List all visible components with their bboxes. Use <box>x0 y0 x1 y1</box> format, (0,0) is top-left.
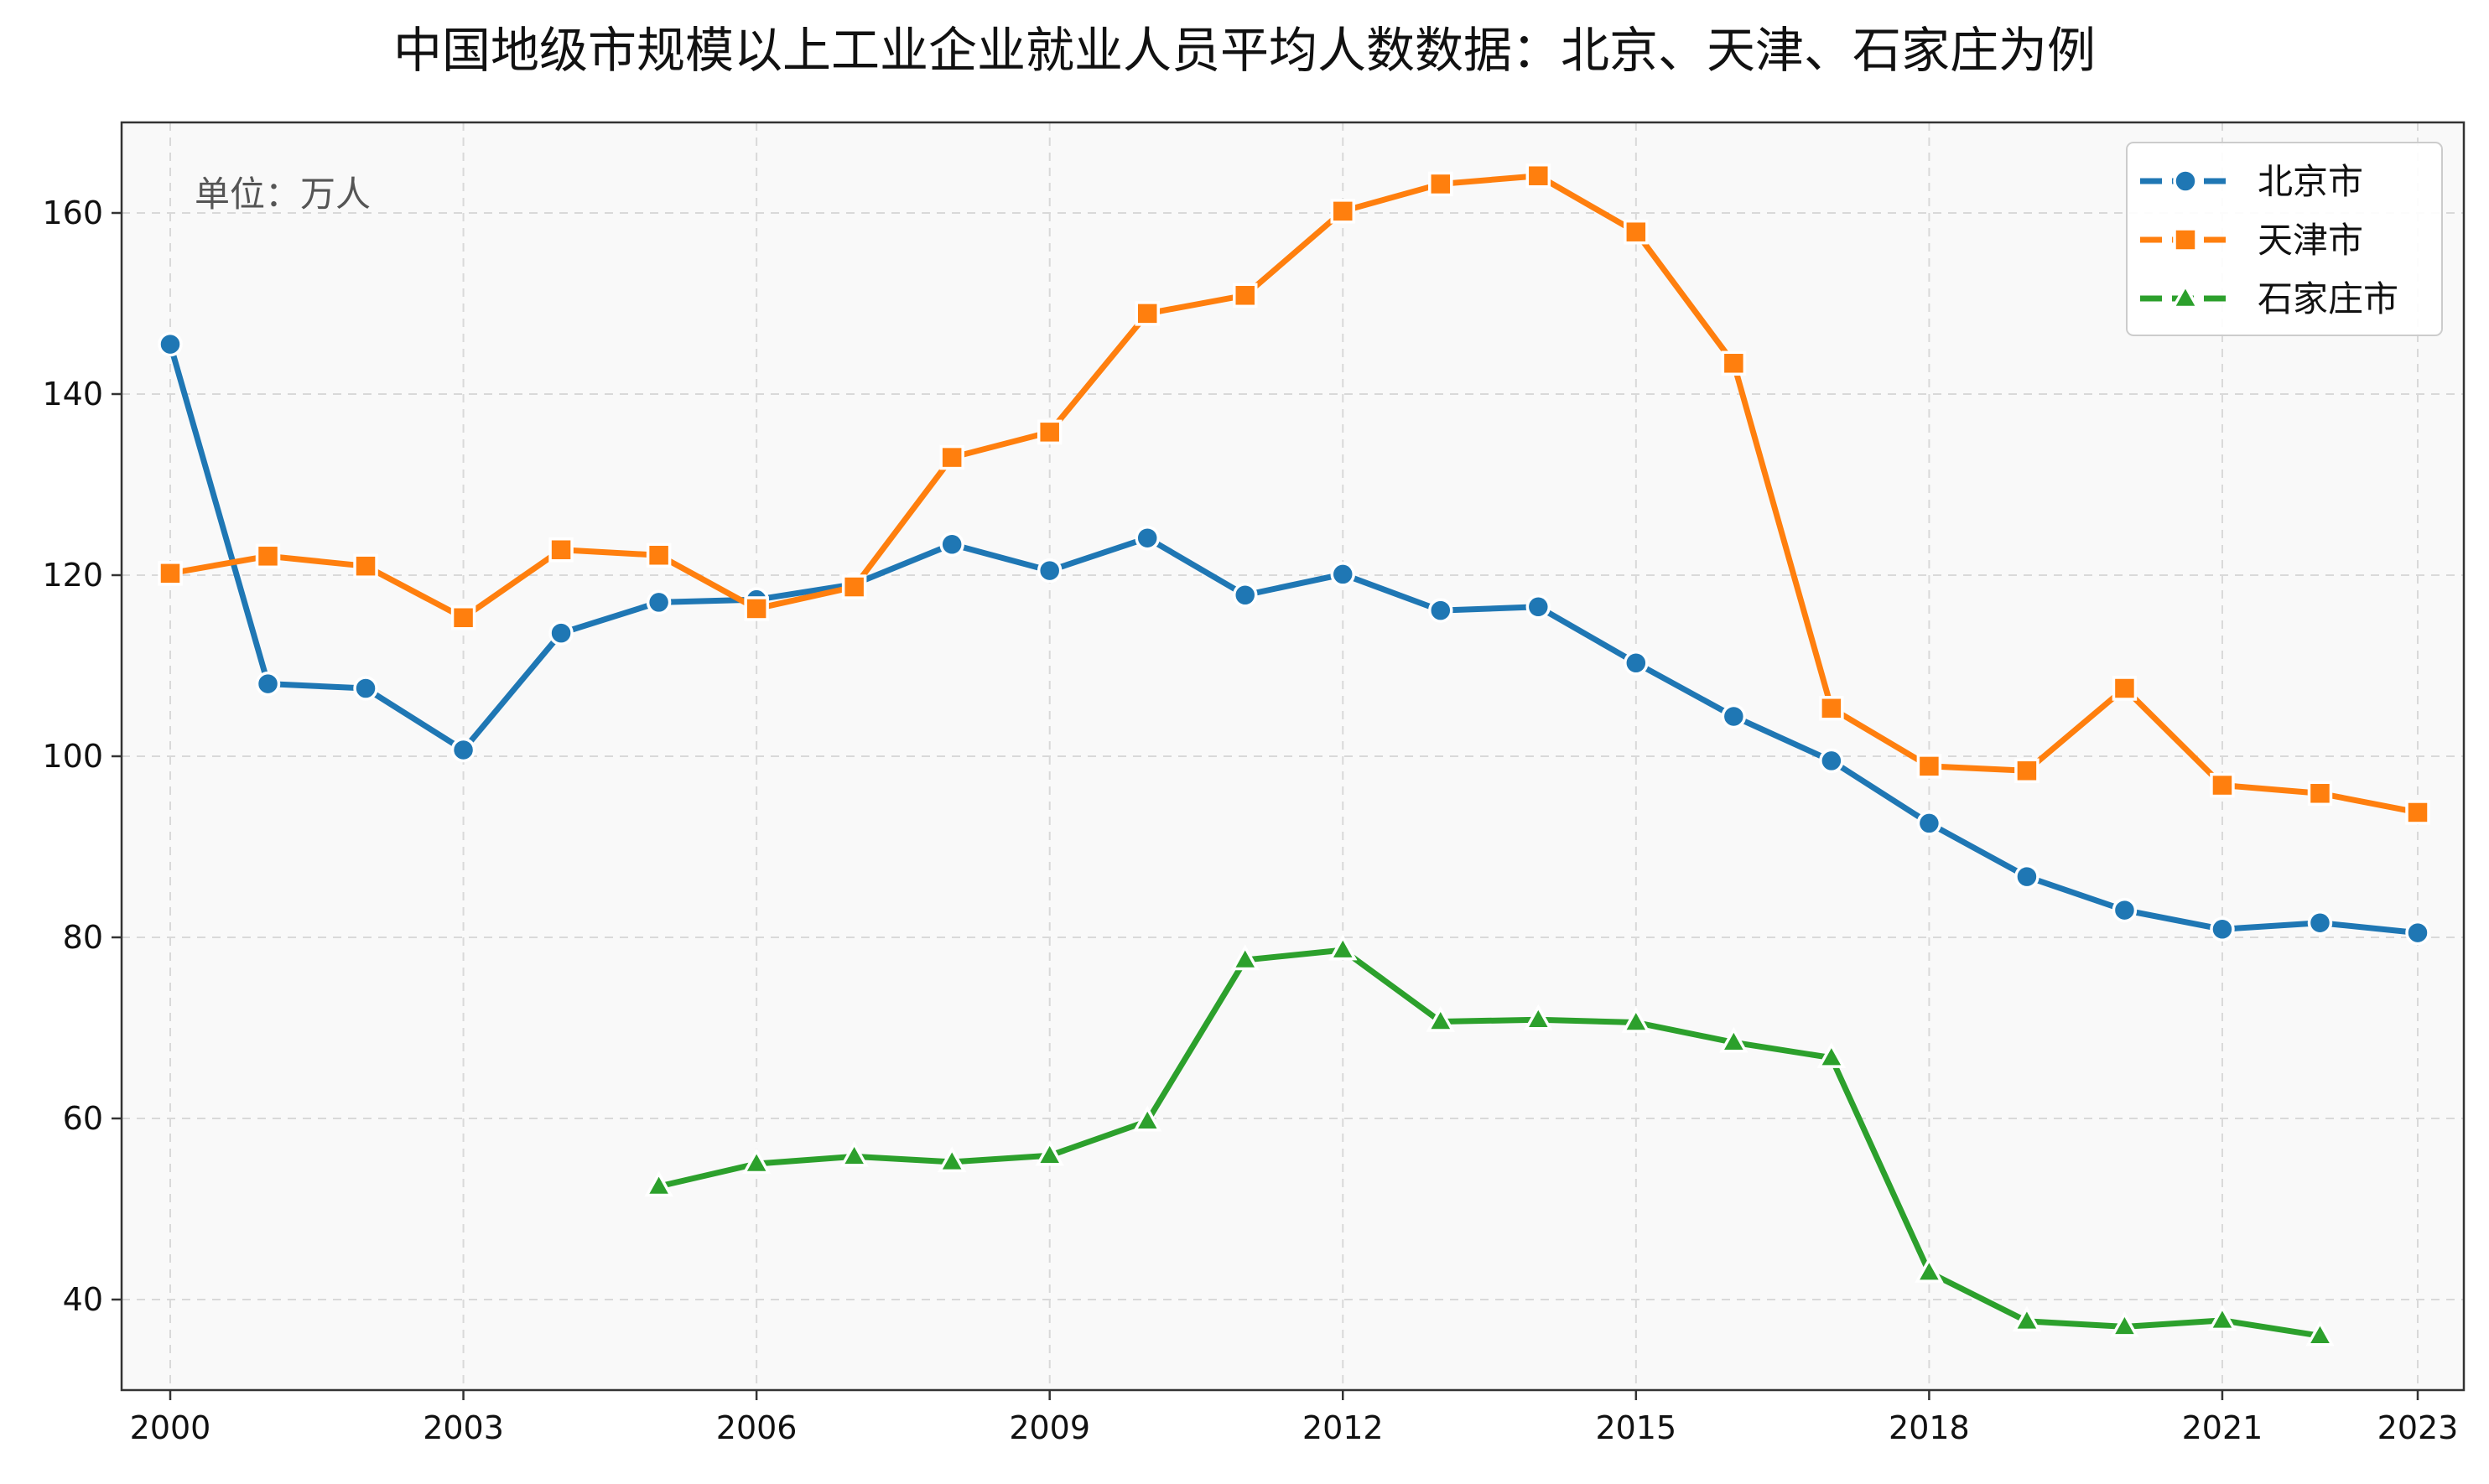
x-tick-label-2006: 2006 <box>716 1409 798 1446</box>
series-1-point-2018 <box>1916 811 1942 836</box>
series-2-point-2021 <box>2210 772 2235 798</box>
series-2-point-2007 <box>841 574 867 599</box>
series-2-point-2013 <box>1428 171 1453 197</box>
series-2-point-2023 <box>2405 800 2430 825</box>
series-2-point-2015 <box>1624 219 1649 245</box>
series-1-point-2009 <box>1037 558 1063 584</box>
series-3-point-2021 <box>2207 1305 2237 1331</box>
series-1-point-2022 <box>2307 910 2333 936</box>
axes: 2000 2003 2006 2009 2012 2015 2018 2021 2023 40 60… <box>42 195 2458 1446</box>
series-1-point-2008 <box>939 532 964 558</box>
series-2-point-2010 <box>1135 301 1160 326</box>
y-tick-label-120: 120 <box>42 557 103 594</box>
series-3-point-2009 <box>1035 1139 1064 1166</box>
y-tick-label-100: 100 <box>42 738 103 775</box>
series-2-point-2008 <box>939 444 964 470</box>
chart-title: 中国地级市规模以上工业企业就业人员平均人数数据：北京、天津、石家庄为例 <box>393 22 2096 79</box>
series-3-point-2016 <box>1719 1026 1749 1053</box>
series-3-point-2022 <box>2305 1320 2335 1346</box>
series-2-point-2014 <box>1525 163 1551 189</box>
x-tick-label-2012: 2012 <box>1302 1409 1384 1446</box>
series-1-point-2002 <box>353 676 378 701</box>
series-1-line <box>167 341 2421 937</box>
series-3-point-2017 <box>1816 1042 1847 1068</box>
series-3 <box>644 934 2335 1346</box>
series-2 <box>158 163 2430 825</box>
legend-marker-1 <box>2173 169 2198 194</box>
series-1-point-2000 <box>158 331 183 357</box>
series-1-point-2010 <box>1135 525 1160 551</box>
x-tick-label-2009: 2009 <box>1009 1409 1090 1446</box>
series-3-point-2007 <box>839 1140 869 1167</box>
series-1-point-2001 <box>255 671 281 697</box>
y-tick-label-80: 80 <box>63 919 103 956</box>
series-1-point-2005 <box>646 589 672 615</box>
series-3-point-2020 <box>2110 1310 2139 1337</box>
series-2-point-2018 <box>1916 754 1942 779</box>
x-tick-label-2021: 2021 <box>2182 1409 2263 1446</box>
series-2-point-2009 <box>1037 419 1063 445</box>
series-2-line <box>167 173 2421 816</box>
y-tick-label-60: 60 <box>63 1100 103 1137</box>
series-1-point-2003 <box>450 737 476 763</box>
series-2-point-2003 <box>450 605 476 630</box>
series-3-point-2012 <box>1328 934 1358 961</box>
series-2-point-2012 <box>1330 199 1356 224</box>
series-1-point-2004 <box>548 620 574 646</box>
legend-label-2: 天津市 <box>2258 220 2363 261</box>
series-3-line <box>656 947 2323 1339</box>
series-3-point-2019 <box>2012 1305 2042 1332</box>
series-1-point-2016 <box>1721 703 1747 729</box>
legend-marker-2 <box>2173 227 2198 252</box>
series-2-point-2006 <box>744 596 769 621</box>
series-2-point-2017 <box>1819 696 1844 721</box>
series-1-point-2017 <box>1819 748 1844 774</box>
x-tick-label-2015: 2015 <box>1595 1409 1676 1446</box>
x-tick-label-2003: 2003 <box>423 1409 504 1446</box>
series-3-point-2015 <box>1621 1006 1651 1033</box>
legend-label-3: 石家庄市 <box>2258 278 2398 319</box>
series-2-point-2011 <box>1232 283 1258 309</box>
series-layer <box>158 163 2430 1346</box>
series-1-point-2014 <box>1525 594 1551 620</box>
series-3-point-2013 <box>1426 1005 1456 1032</box>
legend-label-1: 北京市 <box>2258 161 2363 202</box>
series-1-point-2015 <box>1624 651 1649 676</box>
x-tick-label-2023: 2023 <box>2377 1409 2459 1446</box>
series-1-point-2019 <box>2014 864 2040 890</box>
series-3-point-2008 <box>937 1146 967 1173</box>
y-tick-label-40: 40 <box>63 1281 103 1318</box>
series-1-point-2012 <box>1330 562 1356 587</box>
series-2-point-2016 <box>1721 350 1747 376</box>
series-1-point-2011 <box>1232 583 1258 608</box>
y-tick-label-160: 160 <box>42 195 103 231</box>
series-2-point-2005 <box>646 542 672 568</box>
y-tick-label-140: 140 <box>42 376 103 413</box>
legend-marker-3 <box>2170 283 2201 309</box>
series-3-point-2010 <box>1132 1105 1162 1132</box>
series-1-point-2013 <box>1428 598 1453 623</box>
series-2-point-2000 <box>158 561 183 586</box>
x-tick-label-2000: 2000 <box>130 1409 211 1446</box>
series-1-point-2023 <box>2405 920 2430 946</box>
series-3-point-2018 <box>1915 1257 1944 1283</box>
series-2-point-2002 <box>353 553 378 579</box>
series-3-point-2005 <box>644 1170 673 1197</box>
x-tick-label-2018: 2018 <box>1889 1409 1970 1446</box>
series-2-point-2001 <box>255 543 281 569</box>
series-3-point-2011 <box>1230 944 1260 971</box>
unit-note: 单位：万人 <box>195 174 371 215</box>
series-2-point-2019 <box>2014 758 2040 784</box>
series-2-point-2022 <box>2307 781 2333 807</box>
series-2-point-2020 <box>2112 676 2138 701</box>
series-1-point-2020 <box>2112 897 2138 923</box>
series-3-point-2006 <box>741 1148 772 1175</box>
series-1-point-2021 <box>2210 916 2235 942</box>
series-2-point-2004 <box>548 537 574 563</box>
legend-box <box>2126 142 2443 336</box>
series-3-point-2014 <box>1524 1004 1553 1030</box>
